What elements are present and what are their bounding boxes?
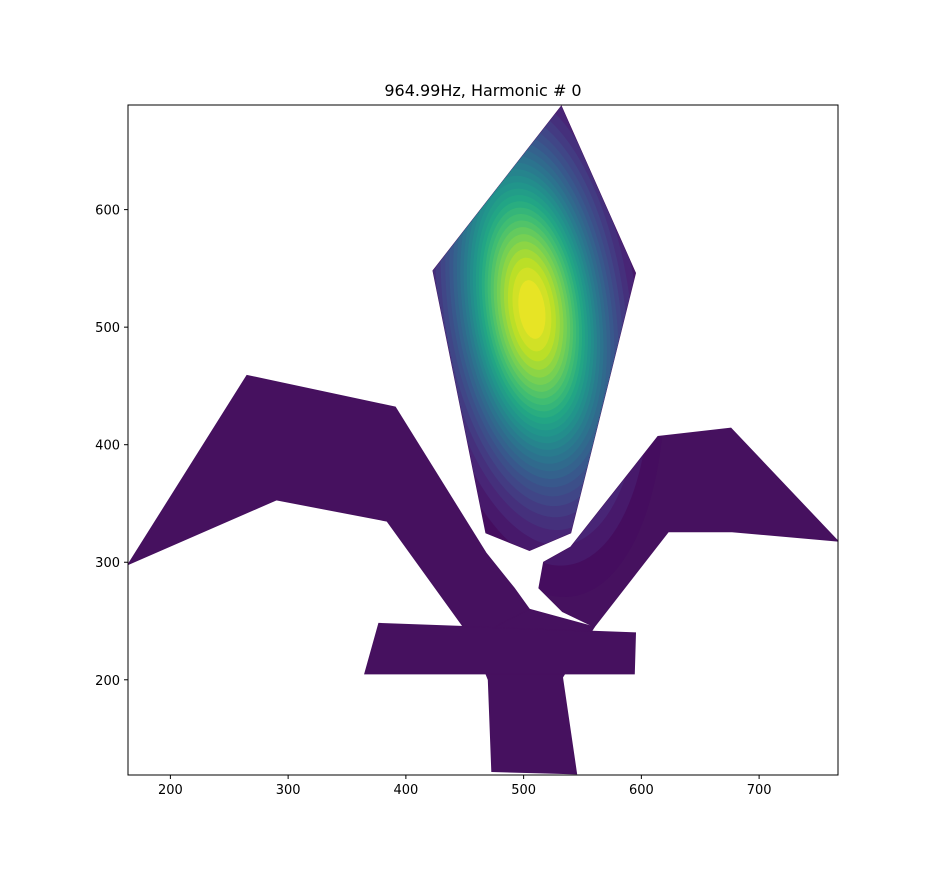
y-tick-label: 500 (95, 321, 120, 336)
x-tick-label: 600 (629, 783, 654, 798)
x-tick-label: 300 (276, 783, 301, 798)
x-tick-label: 500 (511, 783, 536, 798)
y-tick-label: 400 (95, 439, 120, 454)
x-tick-label: 400 (393, 783, 418, 798)
x-tick-label: 700 (747, 783, 772, 798)
y-axis: 200 300 400 500 600 (95, 204, 128, 689)
x-axis: 200 300 400 500 600 700 (158, 775, 772, 798)
chart-title: 964.99Hz, Harmonic # 0 (384, 81, 581, 100)
axes-frame (127, 104, 839, 776)
y-tick-label: 200 (95, 674, 120, 689)
x-tick-label: 200 (158, 783, 183, 798)
contour-level (518, 280, 546, 339)
y-tick-label: 600 (95, 204, 120, 219)
leaf-crossbar (364, 622, 637, 675)
y-tick-label: 300 (95, 556, 120, 571)
plot-area (128, 105, 838, 775)
